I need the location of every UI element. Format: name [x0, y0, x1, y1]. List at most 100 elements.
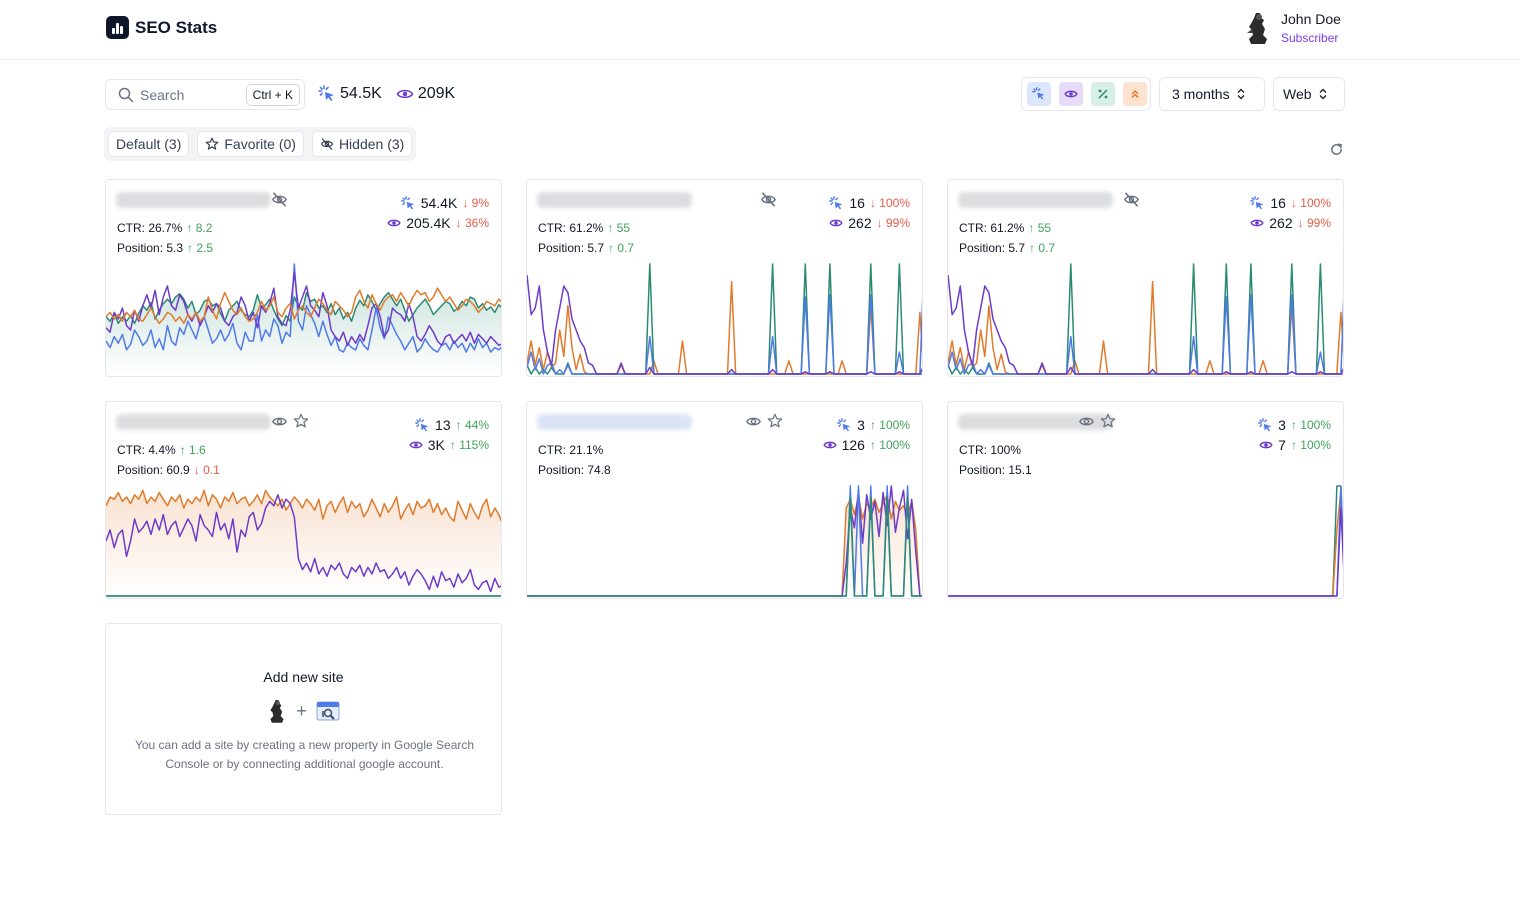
site-stats: 54.4K ↓ 9% 205.4K ↓ 36% — [387, 193, 489, 233]
tab-favorite-label: Favorite (0) — [224, 136, 296, 152]
eye-off-icon — [320, 138, 334, 150]
site-name-blurred[interactable] — [537, 414, 692, 430]
toggle-clicks[interactable] — [1027, 82, 1051, 106]
eye-icon[interactable] — [1078, 413, 1095, 430]
site-stats: 16 ↓ 100% 262 ↓ 99% — [829, 193, 910, 233]
site-position: Position: 5.3 — [117, 241, 184, 255]
avatar — [270, 700, 284, 723]
search-type-select[interactable]: Web — [1273, 77, 1345, 111]
chart-line-ctr — [948, 485, 1343, 597]
site-name-blurred[interactable] — [537, 192, 692, 208]
site-chart — [106, 489, 501, 597]
toggle-position[interactable] — [1123, 82, 1147, 106]
add-new-site-card[interactable]: Add new site + You can add a site by cre… — [105, 623, 502, 815]
site-name-blurred[interactable] — [116, 192, 271, 208]
metric-toggle-group — [1021, 77, 1151, 111]
star-icon[interactable] — [1100, 413, 1116, 429]
eye-icon[interactable] — [271, 413, 288, 430]
tab-favorite[interactable]: Favorite (0) — [197, 131, 304, 157]
cursor-click-icon — [415, 417, 429, 431]
cursor-click-icon — [837, 417, 851, 431]
position-row: Position: 5.7 ↑ 0.7 — [959, 241, 1055, 255]
search-input[interactable] — [140, 86, 245, 103]
site-chart — [948, 485, 1343, 597]
site-name-blurred[interactable] — [958, 192, 1113, 208]
ctr-row: CTR: 26.7% ↑ 8.2 — [117, 221, 212, 235]
chart-line-position — [106, 489, 501, 523]
site-card[interactable]: 3 ↑ 100% 126 ↑ 100% CTR: 21.1% Position: 7… — [526, 401, 923, 599]
star-icon[interactable] — [767, 413, 783, 429]
chart-line-ctr — [527, 496, 922, 597]
site-name-blurred[interactable] — [116, 414, 271, 430]
period-select[interactable]: 3 months — [1159, 77, 1265, 111]
site-clicks: 3 — [857, 417, 865, 433]
cursor-click-icon — [1250, 195, 1264, 209]
site-position: Position: 5.7 — [959, 241, 1026, 255]
ctr-row: CTR: 21.1% — [538, 443, 603, 457]
impressions-delta: ↓ 99% — [1297, 216, 1331, 230]
site-clicks: 16 — [1270, 195, 1286, 211]
ctr-delta: ↑ 8.2 — [186, 221, 213, 235]
site-card[interactable]: 13 ↑ 44% 3K ↑ 115% CTR: 4.4% ↑ 1.6 Position… — [105, 401, 502, 599]
cursor-click-icon — [829, 195, 843, 209]
ctr-delta: ↑ 1.6 — [179, 443, 206, 457]
site-chart — [527, 263, 922, 375]
ctr-delta: ↑ 55 — [607, 221, 631, 235]
eye-icon — [822, 441, 837, 449]
position-row: Position: 15.1 — [959, 463, 1032, 477]
eye-icon — [396, 89, 414, 99]
site-chart — [527, 485, 922, 597]
site-name-blurred[interactable] — [958, 414, 1113, 430]
chart-line-position — [527, 280, 922, 375]
ctr-row: CTR: 4.4% ↑ 1.6 — [117, 443, 206, 457]
search-box: Ctrl + K — [105, 79, 305, 110]
cursor-click-icon — [400, 195, 415, 209]
site-card[interactable]: 54.4K ↓ 9% 205.4K ↓ 36% CTR: 26.7% ↑ 8.2 Po… — [105, 179, 502, 377]
position-delta: ↑ 0.7 — [608, 241, 635, 255]
eye-icon — [1064, 90, 1078, 98]
site-card[interactable]: 3 ↑ 100% 7 ↑ 100% CTR: 100% Position: 15.1 — [947, 401, 1344, 599]
eye-icon[interactable] — [745, 413, 762, 430]
clicks-delta: ↓ 100% — [1290, 196, 1331, 210]
plus-icon: + — [296, 700, 307, 721]
tab-default-label: Default (3) — [116, 136, 182, 152]
site-impressions: 205.4K — [406, 215, 451, 231]
site-stats: 16 ↓ 100% 262 ↓ 99% — [1250, 193, 1331, 233]
site-position: Position: 60.9 — [117, 463, 190, 477]
site-clicks: 16 — [849, 195, 865, 211]
clicks-delta: ↓ 9% — [462, 196, 489, 210]
site-position: Position: 74.8 — [538, 463, 611, 477]
chart-area-position — [527, 494, 922, 596]
ctr-delta: ↑ 55 — [1028, 221, 1052, 235]
site-ctr: CTR: 21.1% — [538, 443, 604, 457]
tab-hidden-label: Hidden (3) — [338, 136, 405, 152]
top-bar: SEO Stats John Doe Subscriber — [0, 0, 1520, 60]
tab-default[interactable]: Default (3) — [108, 131, 190, 157]
site-card[interactable]: 16 ↓ 100% 262 ↓ 99% CTR: 61.2% ↑ 55 Positio… — [947, 179, 1344, 377]
eye-off-icon[interactable] — [760, 191, 777, 208]
tab-hidden[interactable]: Hidden (3) — [311, 131, 413, 157]
search-icon — [118, 87, 134, 102]
toggle-impressions[interactable] — [1059, 82, 1083, 106]
ctr-row: CTR: 100% — [959, 443, 1021, 457]
toggle-ctr[interactable] — [1091, 82, 1115, 106]
clicks-delta: ↑ 44% — [455, 418, 489, 432]
site-impressions: 126 — [841, 437, 865, 453]
impressions-delta: ↓ 36% — [455, 216, 489, 230]
refresh-icon[interactable] — [1329, 142, 1344, 157]
eye-icon — [387, 219, 401, 227]
site-card[interactable]: 16 ↓ 100% 262 ↓ 99% CTR: 61.2% ↑ 55 Positio… — [526, 179, 923, 377]
search-shortcut-badge: Ctrl + K — [245, 84, 300, 106]
star-icon[interactable] — [293, 413, 309, 429]
user-role: Subscriber — [1281, 31, 1339, 45]
chevron-up-down-icon — [1237, 88, 1245, 100]
user-menu[interactable]: John Doe Subscriber — [1243, 11, 1341, 45]
eye-off-icon[interactable] — [1123, 191, 1140, 208]
site-clicks: 54.4K — [420, 195, 458, 211]
chart-line-impressions — [106, 494, 501, 593]
eye-off-icon[interactable] — [271, 191, 288, 208]
app-logo[interactable]: SEO Stats — [106, 16, 217, 39]
impressions-delta: ↑ 115% — [449, 438, 489, 452]
clicks-delta: ↓ 100% — [869, 196, 910, 210]
chevron-up-down-icon — [1319, 88, 1327, 100]
